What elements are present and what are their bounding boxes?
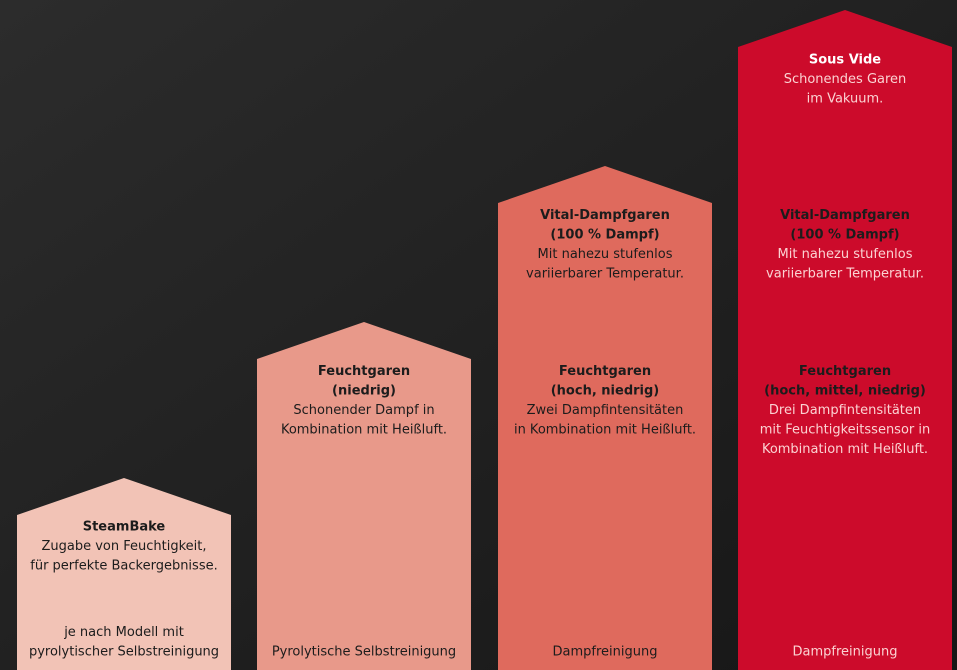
feature-text: Schonender Dampf in <box>293 403 434 418</box>
feature-text: variierbarer Temperatur. <box>766 267 924 282</box>
feature-title: Feuchtgaren <box>559 364 651 379</box>
feature-title: Vital-Dampfgaren <box>780 208 910 223</box>
feature-text: Zwei Dampfintensitäten <box>527 403 684 418</box>
column <box>257 322 471 670</box>
feature-text: mit Feuchtigkeitssensor in <box>760 422 930 437</box>
footer-text: Dampfreinigung <box>553 645 658 660</box>
column <box>498 166 712 670</box>
feature-title: (100 % Dampf) <box>790 228 899 243</box>
feature-text: Schonendes Garen <box>784 72 907 87</box>
feature-title: Sous Vide <box>809 53 881 68</box>
feature-text: in Kombination mit Heißluft. <box>514 422 696 437</box>
feature-text: Kombination mit Heißluft. <box>281 422 447 437</box>
feature-text: Drei Dampfintensitäten <box>769 403 921 418</box>
feature-title: (100 % Dampf) <box>550 228 659 243</box>
feature-title: (hoch, niedrig) <box>551 383 660 398</box>
column <box>17 478 231 670</box>
feature-title: (hoch, mittel, niedrig) <box>764 383 926 398</box>
column <box>738 10 952 670</box>
feature-text: Mit nahezu stufenlos <box>778 247 913 262</box>
feature-title: SteamBake <box>83 520 166 535</box>
feature-text: variierbarer Temperatur. <box>526 267 684 282</box>
feature-text: Zugabe von Feuchtigkeit, <box>41 539 206 554</box>
footer-text: Dampfreinigung <box>793 645 898 660</box>
feature-title: (niedrig) <box>332 383 396 398</box>
feature-title: Feuchtgaren <box>318 364 410 379</box>
footer-text: je nach Modell mit <box>63 625 184 640</box>
feature-text: Mit nahezu stufenlos <box>538 247 673 262</box>
feature-title: Feuchtgaren <box>799 364 891 379</box>
feature-text: im Vakuum. <box>807 92 884 107</box>
feature-text: Kombination mit Heißluft. <box>762 442 928 457</box>
feature-text: für perfekte Backergebnisse. <box>30 559 217 574</box>
feature-title: Vital-Dampfgaren <box>540 208 670 223</box>
footer-text: pyrolytischer Selbstreinigung <box>29 645 219 660</box>
footer-text: Pyrolytische Selbstreinigung <box>272 645 456 660</box>
